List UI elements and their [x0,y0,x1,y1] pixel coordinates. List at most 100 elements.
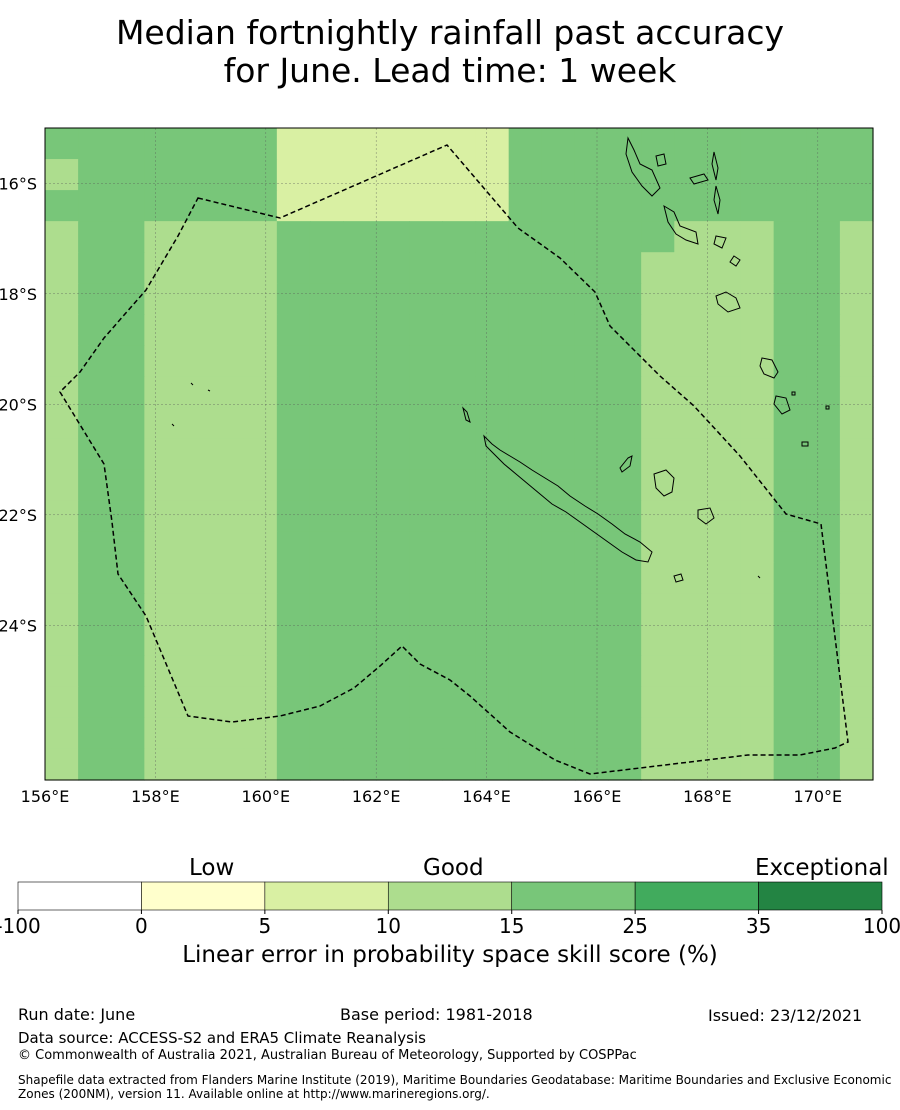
skill-cell [608,407,642,440]
skill-cell [309,469,344,502]
skill-cell [641,655,675,688]
skill-cell [574,624,609,657]
skill-cell [409,469,444,502]
skill-cell [111,469,145,502]
skill-cell [111,345,145,377]
eez-boundary [59,144,849,775]
coastline-islet-b [791,391,796,396]
skill-cell [574,469,609,502]
skill-cell [177,438,212,471]
skill-cell [574,221,609,253]
skill-cell [276,407,311,440]
skill-cell [541,345,576,377]
skill-cell [608,624,642,657]
skill-cell [111,283,145,315]
skill-cell [541,159,576,191]
skill-cell [674,655,708,688]
skill-cell [78,407,112,440]
skill-cell [276,252,311,284]
skill-cell [243,407,278,440]
skill-cell [541,655,576,688]
skill-cell [574,190,609,222]
skill-cell [442,438,477,471]
skill-cell [210,345,245,377]
skill-cell [376,686,410,719]
skill-cell [839,624,874,657]
skill-cell [376,655,410,688]
skill-cell [839,128,874,160]
skill-cell [111,252,145,284]
skill-cell [276,748,311,781]
skill-cell [806,159,841,191]
skill-cell [78,717,112,750]
skill-cell [376,469,410,502]
skill-cell [177,531,212,564]
skill-cell [409,624,444,657]
skill-cell [243,159,278,191]
skill-cell [343,283,377,315]
skill-cell [243,345,278,377]
skill-cell [508,252,543,284]
skill-cell [806,221,841,253]
lat-tick-label: 22°S [0,506,37,525]
skill-cell [177,717,212,750]
skill-cell [608,438,642,471]
skill-cell [210,376,245,409]
skill-cell [442,128,477,160]
skill-cell [210,624,245,657]
lon-tick-label: 164°E [462,787,511,806]
skill-cell [276,500,311,533]
skill-cell [773,748,808,781]
skill-cell [475,717,510,750]
issued-date: Issued: 23/12/2021 [708,1006,863,1025]
skill-cell [177,500,212,533]
skill-cell [409,159,444,191]
skill-cell [376,407,410,440]
skill-cell [608,252,642,284]
skill-cell [144,221,179,253]
skill-cell [409,686,444,719]
skill-cell [343,345,377,377]
skill-cell [541,624,576,657]
skill-cell [409,190,444,222]
skill-cell [45,345,79,377]
colorbar-category-exceptional: Exceptional [755,855,889,881]
coastline-isle-of-pines [673,573,684,583]
skill-cell [839,655,874,688]
skill-cell [309,252,344,284]
skill-cell [574,314,609,346]
skill-cell [541,283,576,315]
skill-cell [641,562,675,595]
skill-cell [177,376,212,409]
skill-cell [442,159,477,191]
skill-cell [78,531,112,564]
skill-cell [608,314,642,346]
skill-cell [839,438,874,471]
skill-cell [508,717,543,750]
skill-cell [641,221,675,253]
skill-cell [773,314,808,346]
skill-cell [839,531,874,564]
skill-cell [707,469,742,502]
skill-cell [674,686,708,719]
skill-cell [111,686,145,719]
skill-cell [111,438,145,471]
skill-cell [475,500,510,533]
skill-cell [806,562,841,595]
skill-cell [475,221,510,253]
lon-tick-label: 160°E [241,787,290,806]
skill-cell [839,717,874,750]
skill-cell [541,190,576,222]
skill-cell [409,314,444,346]
colorbar-tick-label: 100 [863,914,900,938]
skill-cell [806,748,841,781]
skill-cell [773,624,808,657]
skill-cell [707,686,742,719]
skill-cell [674,531,708,564]
skill-cell [78,128,112,160]
skill-cell [806,376,841,409]
skill-cell [78,562,112,595]
skill-cell [78,159,112,191]
skill-cell [409,252,444,284]
skill-cell [376,624,410,657]
